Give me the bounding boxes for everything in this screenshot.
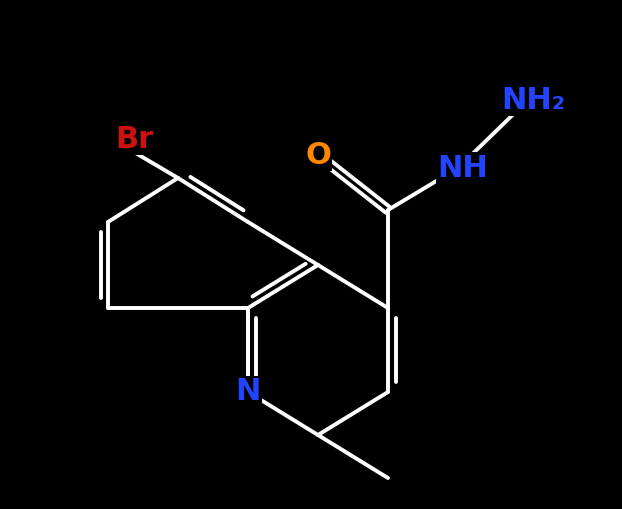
- Text: O: O: [305, 140, 331, 169]
- Text: Br: Br: [115, 125, 154, 154]
- Text: N: N: [235, 378, 261, 407]
- Text: Br: Br: [115, 125, 154, 154]
- Text: NH₂: NH₂: [501, 86, 565, 115]
- Text: N: N: [235, 378, 261, 407]
- Text: O: O: [305, 140, 331, 169]
- Text: NH: NH: [438, 154, 488, 183]
- Text: NH: NH: [438, 154, 488, 183]
- Text: NH₂: NH₂: [501, 86, 565, 115]
